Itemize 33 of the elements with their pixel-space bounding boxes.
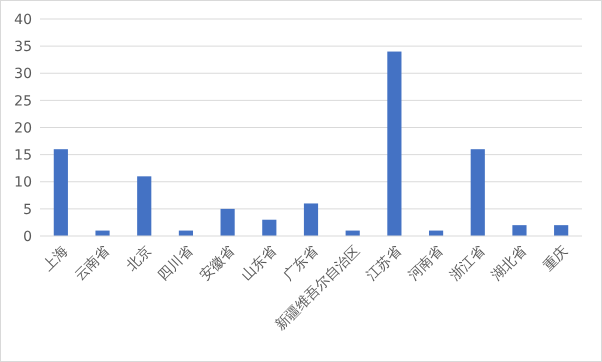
y-tick-label: 40 [14,12,32,28]
bar [178,230,194,236]
x-tick-label: 湖北省 [488,242,530,284]
y-tick-label: 10 [14,174,32,191]
y-tick-label: 30 [14,66,32,82]
bar [137,176,152,236]
y-tick-label: 15 [14,148,32,164]
bar [428,230,444,236]
x-tick-label: 北京 [123,242,155,274]
x-tick-label: 重庆 [540,242,572,274]
x-tick-label: 浙江省 [447,242,488,284]
y-tick-label: 0 [23,228,32,245]
y-tick-label: 35 [14,39,32,56]
bar [387,52,402,236]
y-tick-label: 25 [14,93,32,110]
bar [346,230,360,236]
bar [554,225,568,236]
x-tick-label: 江苏省 [364,242,405,284]
bar [470,149,485,236]
y-tick-label: 5 [23,202,32,218]
bar [304,203,318,236]
bar [220,208,235,236]
x-tick-label: 山东省 [238,242,280,284]
bar [95,230,110,236]
x-tick-label: 四川省 [155,242,196,284]
x-tick-label: 河南省 [405,242,446,284]
y-tick-label: 20 [14,120,32,136]
x-tick-label: 安徽省 [196,242,238,284]
x-tick-label: 云南省 [72,242,113,284]
bar [54,149,68,236]
bar [262,220,276,236]
bar [512,225,527,236]
x-tick-label: 上海 [40,242,72,274]
